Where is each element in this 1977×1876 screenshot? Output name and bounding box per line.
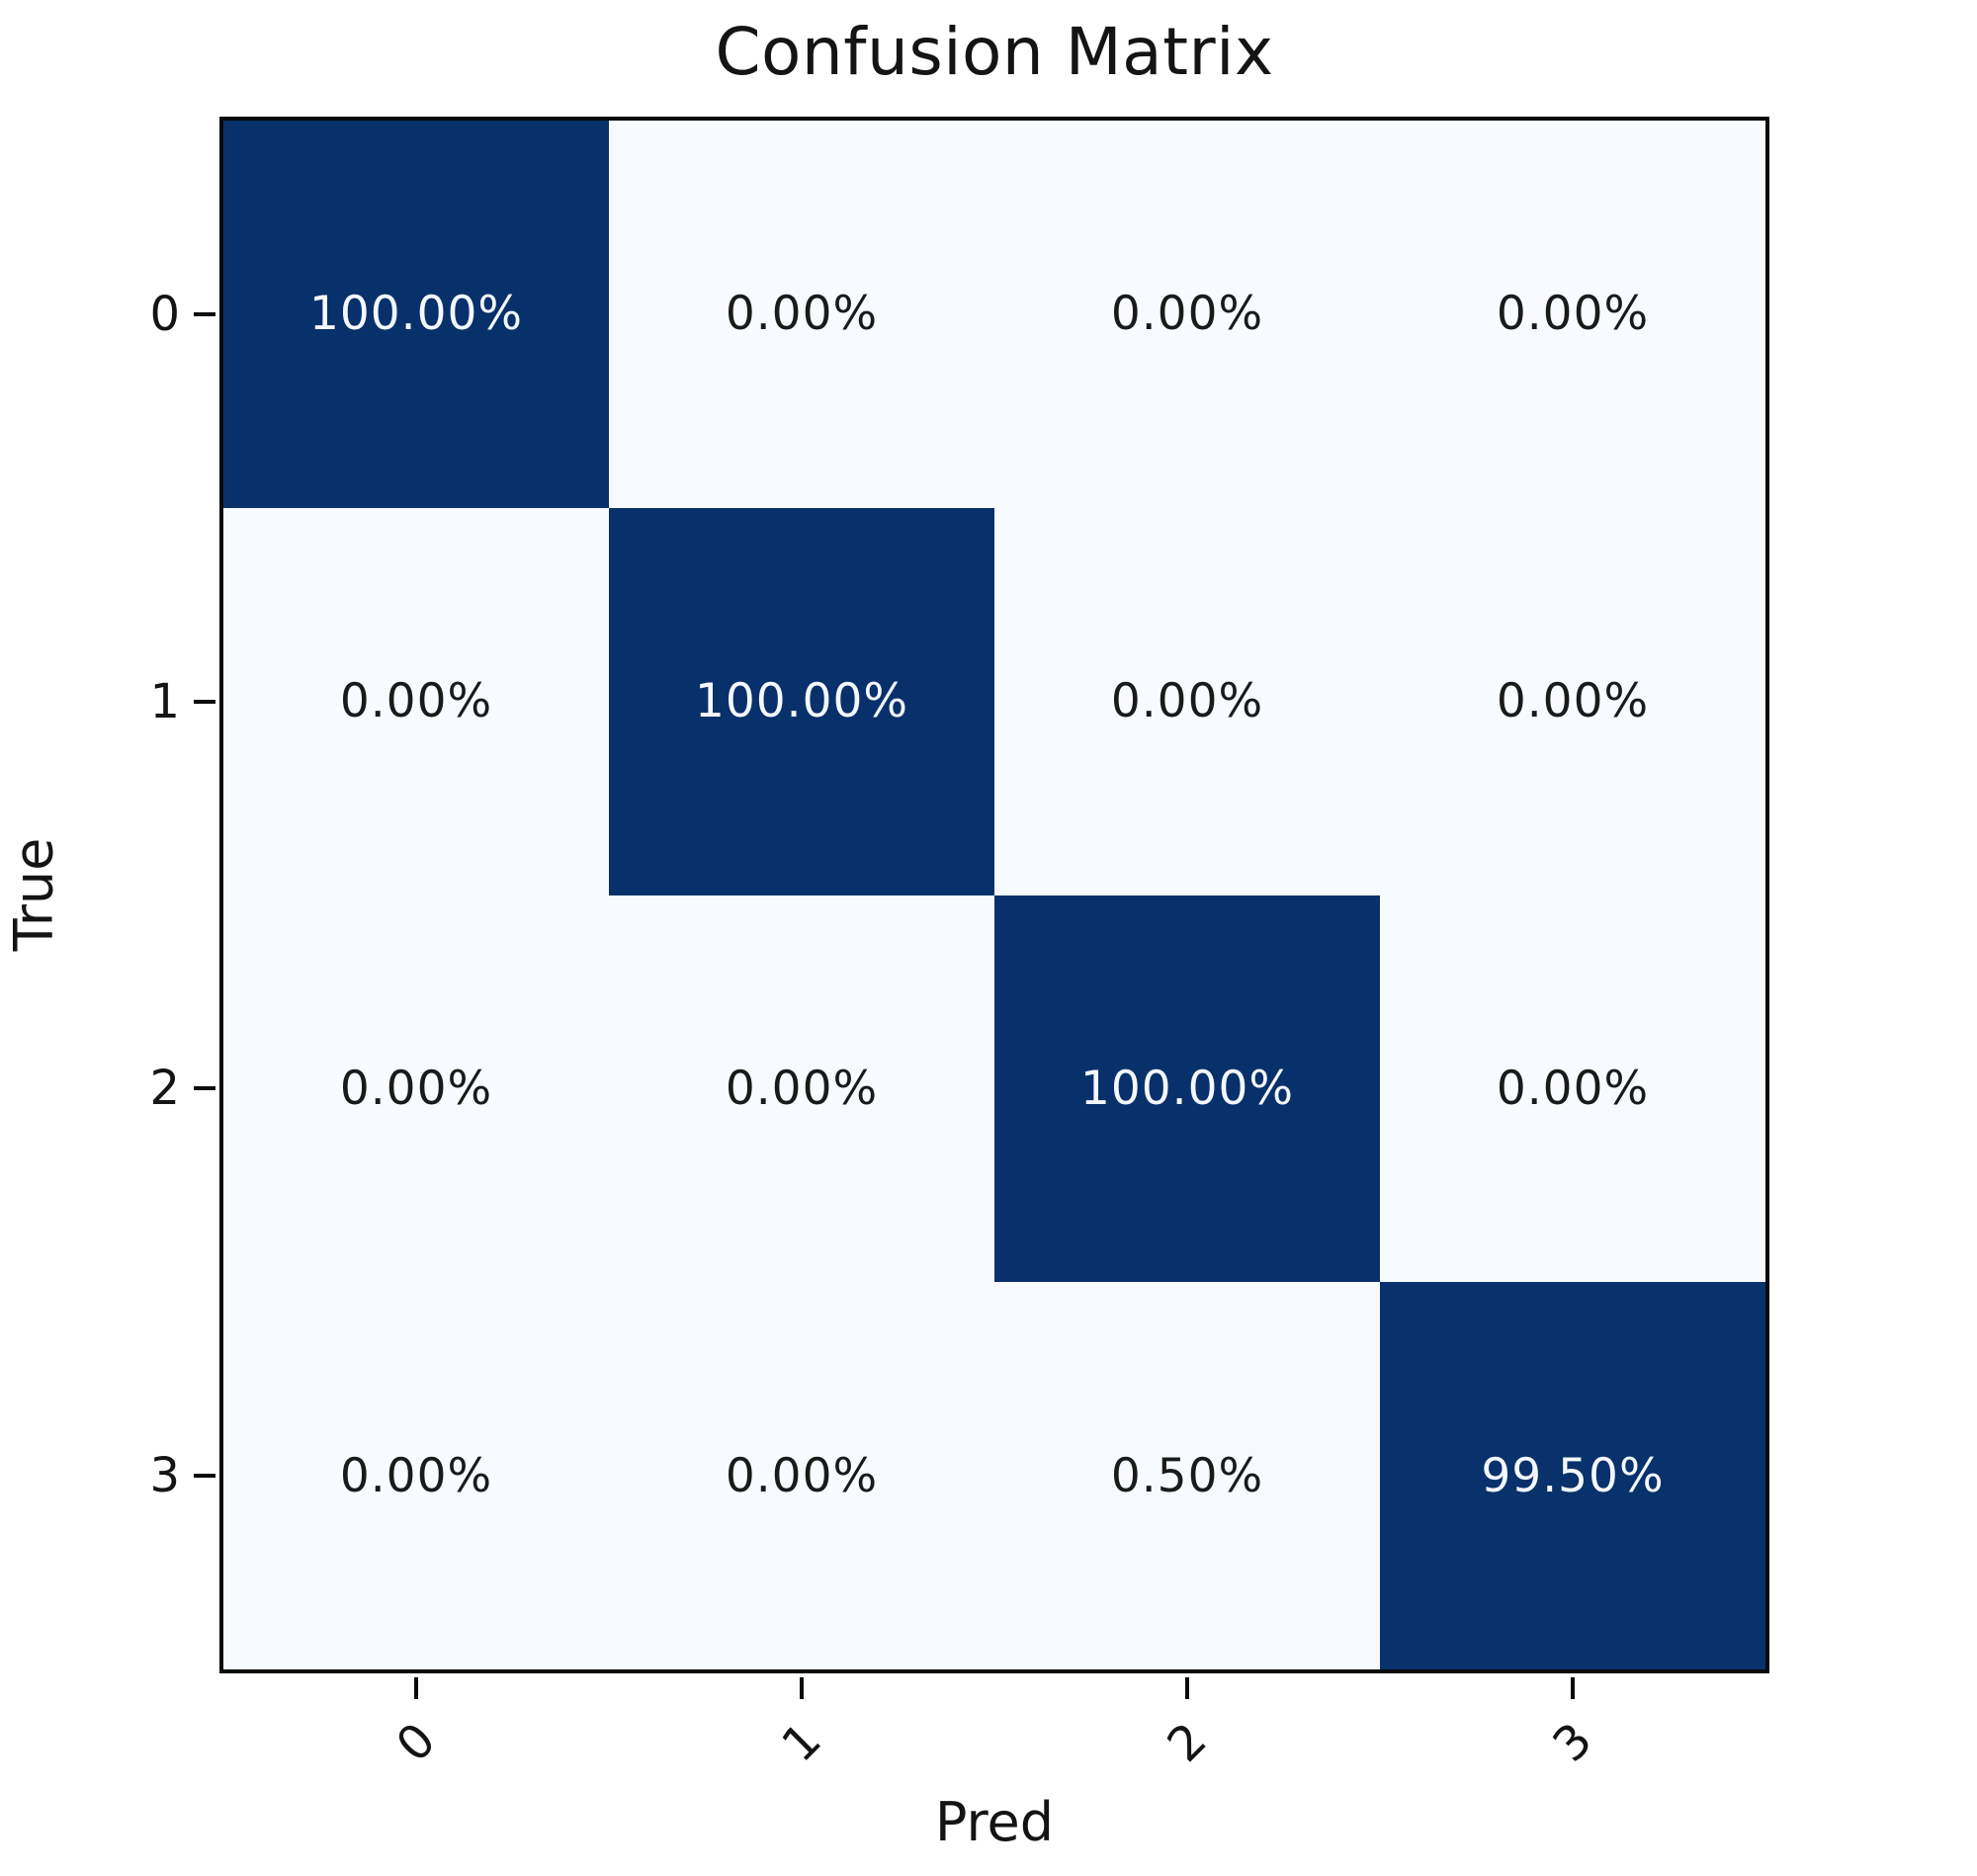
x-tick-label-0: 0: [386, 1712, 447, 1773]
matrix-cell-r0c3: 0.00%: [1380, 121, 1765, 508]
matrix-cell-r3c2: 0.50%: [994, 1282, 1380, 1669]
matrix-cell-r1c2: 0.00%: [994, 507, 1380, 895]
y-tick-label-3: 3: [149, 1448, 180, 1504]
x-axis-label: Pred: [934, 1791, 1055, 1853]
plot-area: 100.00% 0.00% 0.00% 0.00% 0.00% 100.00% 0.00% 0…: [149, 117, 1769, 1773]
matrix-cell-r2c1: 0.00%: [609, 895, 994, 1283]
y-tick-mark-0: [194, 311, 215, 316]
matrix-cell-r2c2: 100.00%: [994, 895, 1380, 1283]
x-tick-label-3: 3: [1542, 1712, 1603, 1773]
matrix-cell-r1c3: 0.00%: [1380, 507, 1765, 895]
x-tick-label-1: 1: [771, 1712, 832, 1773]
matrix-cell-r1c1: 100.00%: [609, 507, 994, 895]
matrix-cell-r2c0: 0.00%: [223, 895, 609, 1283]
matrix-cell-r0c1: 0.00%: [609, 121, 994, 508]
x-tick-mark-3: [1571, 1677, 1575, 1699]
matrix-cell-r3c0: 0.00%: [223, 1282, 609, 1669]
matrix-cell-r1c0: 0.00%: [223, 507, 609, 895]
matrix-cell-r0c0: 100.00%: [223, 121, 609, 508]
x-tick-mark-2: [1185, 1677, 1189, 1699]
y-tick-mark-3: [194, 1474, 215, 1479]
y-tick-label-1: 1: [149, 673, 180, 729]
matrix-cell-r3c1: 0.00%: [609, 1282, 994, 1669]
chart-title: Confusion Matrix: [715, 14, 1274, 90]
matrix-cell-r2c3: 0.00%: [1380, 895, 1765, 1283]
y-tick-mark-1: [194, 699, 215, 704]
x-tick-mark-1: [800, 1677, 804, 1699]
matrix-cell-r3c3: 99.50%: [1380, 1282, 1765, 1669]
heatmap-grid: 100.00% 0.00% 0.00% 0.00% 0.00% 100.00% 0.00% 0…: [223, 121, 1765, 1669]
x-tick-label-2: 2: [1157, 1712, 1218, 1773]
y-tick-label-0: 0: [149, 286, 180, 342]
matrix-cell-r0c2: 0.00%: [994, 121, 1380, 508]
y-tick-label-2: 2: [149, 1061, 180, 1117]
x-tick-mark-0: [414, 1677, 418, 1699]
y-tick-mark-2: [194, 1086, 215, 1091]
y-axis-label: True: [2, 837, 65, 952]
